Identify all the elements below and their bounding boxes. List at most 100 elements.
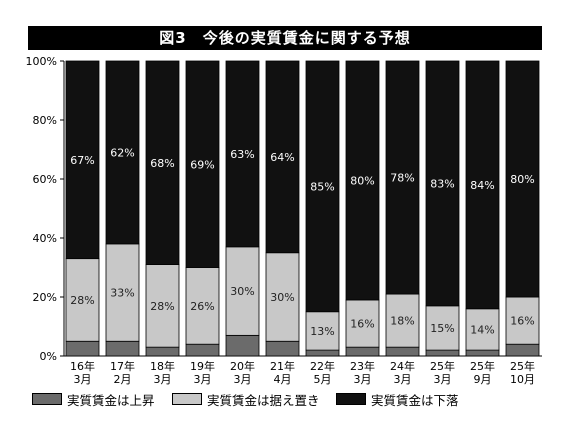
data-label: 67% (70, 154, 94, 167)
stacked-bar-chart: 0%20%40%60%80%100% 28%67%16年3月33%62%17年2… (26, 55, 542, 386)
legend-item-flat: 実質賃金は据え置き (172, 391, 320, 408)
x-tick-label: 2月 (114, 373, 132, 386)
bar-layer (65, 60, 540, 357)
bar-segment (505, 60, 540, 298)
bar-segment (65, 60, 100, 260)
x-tick-label: 3月 (434, 373, 452, 386)
bar-segment (265, 60, 300, 254)
x-tick-label: 3月 (74, 373, 92, 386)
data-label: 33% (110, 287, 134, 300)
data-label: 84% (470, 179, 494, 192)
x-tick-label: 17年 (110, 359, 135, 373)
y-tick-label: 80% (33, 114, 57, 127)
legend-swatch-flat (172, 393, 202, 405)
data-label: 80% (350, 174, 374, 187)
x-tick-label: 3月 (194, 373, 212, 386)
x-tick-label: 4月 (274, 373, 292, 386)
bar-segment (385, 293, 420, 348)
legend-item-fall: 実質賃金は下落 (336, 391, 459, 408)
data-label: 68% (150, 157, 174, 170)
x-tick-label: 16年 (70, 359, 95, 373)
x-tick-label: 21年 (270, 359, 295, 373)
x-tick-label: 25年 (430, 359, 455, 373)
bar-segment (145, 346, 180, 357)
label-layer: 28%67%16年3月33%62%17年2月28%68%18年3月26%69%1… (70, 146, 535, 386)
bar-segment (265, 252, 300, 342)
data-label: 85% (310, 180, 334, 193)
bar-segment (305, 60, 340, 313)
data-label: 13% (310, 325, 334, 338)
y-tick-label: 40% (33, 232, 57, 245)
bar-segment (465, 60, 500, 310)
data-label: 78% (390, 172, 414, 185)
bar-segment (105, 60, 140, 245)
chart-title: 図3 今後の実質賃金に関する予想 (28, 26, 542, 50)
x-tick-label: 23年 (350, 359, 375, 373)
legend-label-fall: 実質賃金は下落 (371, 392, 459, 408)
bar-segment (505, 343, 540, 357)
data-label: 14% (470, 323, 494, 336)
y-axis: 0% 20% 40% 60% 80% 100% (26, 55, 542, 363)
x-tick-label: 5月 (314, 373, 332, 386)
bar-segment (385, 346, 420, 357)
y-tick-label: 20% (33, 291, 57, 304)
bar-segment (225, 334, 260, 357)
x-tick-label: 3月 (394, 373, 412, 386)
bar-segment (145, 60, 180, 265)
x-tick-label: 25年 (510, 359, 535, 373)
data-label: 28% (150, 300, 174, 313)
bar-segment (305, 311, 340, 351)
x-tick-label: 25年 (470, 359, 495, 373)
y-tick-label: 0% (40, 350, 57, 363)
x-tick-label: 3月 (154, 373, 172, 386)
bar-segment (65, 258, 100, 342)
x-tick-label: 10月 (510, 373, 535, 386)
bar-segment (465, 308, 500, 351)
bar-segment (225, 246, 260, 336)
data-label: 15% (430, 322, 454, 335)
data-label: 83% (430, 177, 454, 190)
data-label: 64% (270, 151, 294, 164)
data-label: 30% (270, 291, 294, 304)
data-label: 26% (190, 300, 214, 313)
bar-segment (105, 243, 140, 342)
bar-segment (345, 60, 380, 301)
data-label: 16% (350, 318, 374, 331)
legend-label-rise: 実質賃金は上昇 (67, 392, 155, 408)
bar-segment (505, 296, 540, 345)
bar-segment (185, 343, 220, 357)
x-tick-label: 3月 (234, 373, 252, 386)
bar-segment (465, 349, 500, 357)
bar-segment (305, 349, 340, 357)
bar-segment (345, 299, 380, 348)
bar-segment (65, 340, 100, 357)
data-label: 62% (110, 146, 134, 159)
y-tick-label: 100% (26, 55, 57, 68)
data-label: 30% (230, 285, 254, 298)
legend-swatch-rise (32, 393, 62, 405)
legend-swatch-fall (336, 393, 366, 405)
data-label: 28% (70, 294, 94, 307)
x-tick-label: 24年 (390, 359, 415, 373)
x-tick-label: 9月 (474, 373, 492, 386)
data-label: 16% (510, 315, 534, 328)
bar-segment (105, 340, 140, 357)
x-tick-label: 22年 (310, 359, 335, 373)
bar-segment (185, 60, 220, 268)
bar-segment (425, 349, 460, 357)
bar-segment (345, 346, 380, 357)
x-tick-label: 18年 (150, 359, 175, 373)
bar-segment (385, 60, 420, 295)
x-tick-label: 20年 (230, 359, 255, 373)
legend-label-flat: 実質賃金は据え置き (207, 392, 320, 408)
data-label: 69% (190, 158, 214, 171)
data-label: 63% (230, 148, 254, 161)
bar-segment (425, 60, 460, 307)
x-tick-label: 19年 (190, 359, 215, 373)
y-tick-label: 60% (33, 173, 57, 186)
data-label: 18% (390, 315, 414, 328)
legend-item-rise: 実質賃金は上昇 (32, 391, 155, 408)
x-tick-label: 3月 (354, 373, 372, 386)
bar-segment (145, 264, 180, 348)
data-label: 80% (510, 173, 534, 186)
